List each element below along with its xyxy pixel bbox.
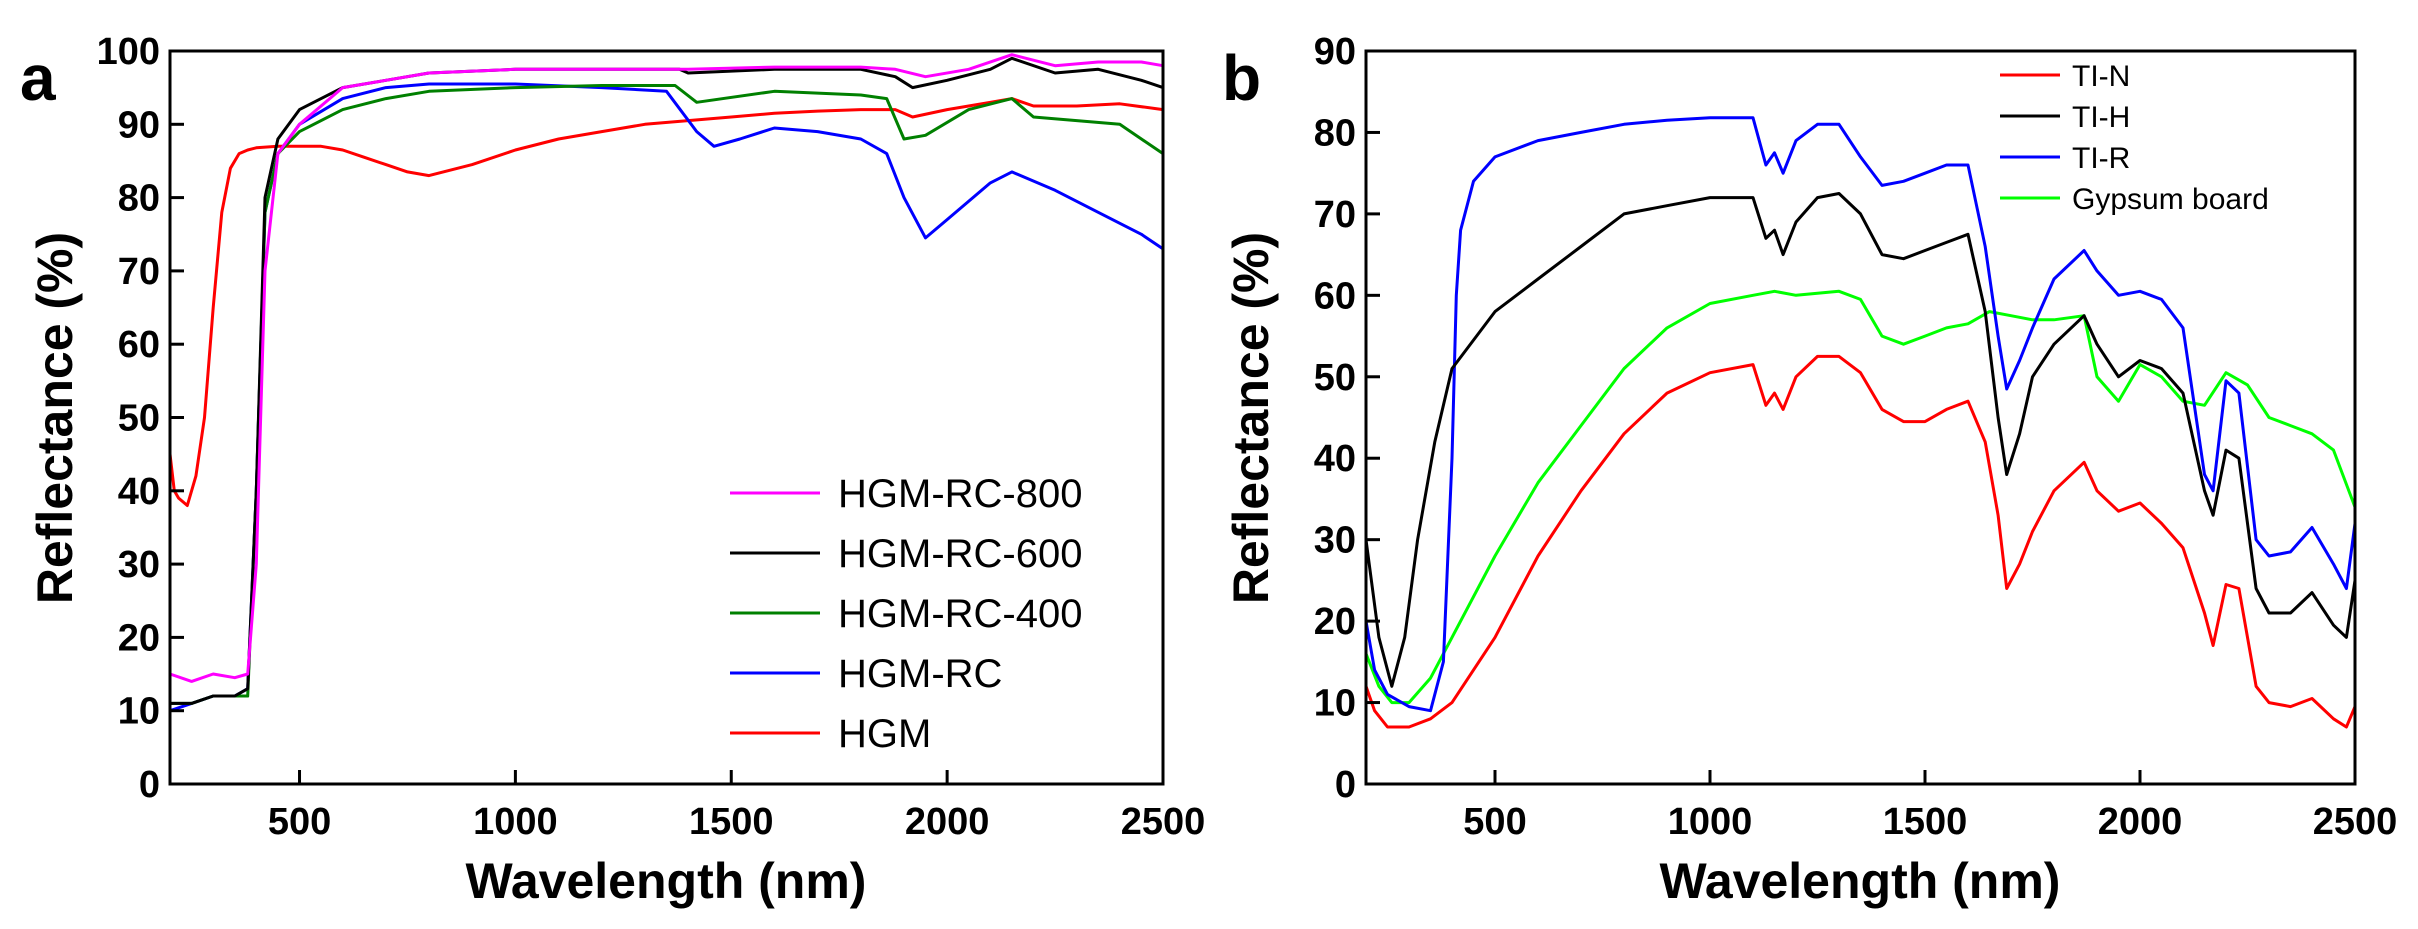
y-tick-label: 100 bbox=[97, 31, 160, 73]
panel-b-series-group bbox=[1364, 116, 2357, 729]
x-tick-label: 1000 bbox=[473, 801, 558, 843]
panel-b-legend: TI-N TI-H TI-R Gypsum board bbox=[2000, 60, 2269, 216]
y-tick-label: 50 bbox=[118, 398, 160, 440]
y-tick-label: 40 bbox=[118, 471, 160, 513]
x-tick-label: 2000 bbox=[2098, 801, 2183, 843]
y-tick-label: 90 bbox=[1314, 31, 1356, 73]
series-line-hgm bbox=[168, 97, 1164, 507]
y-tick-label: 50 bbox=[1314, 357, 1356, 399]
y-tick-label: 20 bbox=[1314, 601, 1356, 643]
y-tick-label: 20 bbox=[118, 617, 160, 659]
panel-b-x-ticks: 500 1000 1500 2000 2500 bbox=[1463, 770, 2397, 843]
series-line-gypsum-board bbox=[1364, 289, 2357, 705]
panel-a-y-axis-title: Reflectance (%) bbox=[27, 232, 83, 604]
legend-label: TI-R bbox=[2072, 142, 2130, 175]
x-tick-label: 2500 bbox=[2313, 801, 2398, 843]
panel-b-y-axis-title: Reflectance (%) bbox=[1223, 232, 1279, 604]
y-tick-label: 60 bbox=[1314, 275, 1356, 317]
x-tick-label: 2000 bbox=[905, 801, 990, 843]
y-tick-label: 40 bbox=[1314, 438, 1356, 480]
legend-label: HGM-RC-400 bbox=[838, 592, 1082, 636]
panel-b-x-axis-title: Wavelength (nm) bbox=[1660, 853, 2061, 909]
panel-a-series-group bbox=[168, 53, 1164, 713]
series-line-ti-h bbox=[1364, 192, 2357, 688]
legend-label: Gypsum board bbox=[2072, 183, 2269, 216]
y-tick-label: 60 bbox=[118, 324, 160, 366]
y-tick-label: 90 bbox=[118, 104, 160, 146]
y-tick-label: 80 bbox=[1314, 112, 1356, 154]
x-tick-label: 1500 bbox=[1883, 801, 1968, 843]
panel-b-y-ticks: 0 10 20 30 40 50 60 70 80 90 bbox=[1314, 31, 1380, 806]
x-tick-label: 1000 bbox=[1668, 801, 1753, 843]
panel-b-label: b bbox=[1222, 42, 1261, 114]
y-tick-label: 0 bbox=[139, 764, 160, 806]
y-tick-label: 80 bbox=[118, 178, 160, 220]
legend-label: HGM-RC bbox=[838, 652, 1002, 696]
legend-label: HGM-RC-800 bbox=[838, 472, 1082, 516]
legend-label: HGM bbox=[838, 712, 931, 756]
panel-a-plot-frame bbox=[168, 49, 1165, 786]
y-tick-label: 0 bbox=[1335, 764, 1356, 806]
panel-a-y-ticks: 0 10 20 30 40 50 60 70 80 90 100 bbox=[97, 31, 184, 806]
panel-a: a 0 10 20 30 40 50 60 70 80 90 100 500 1000 1500 2000… bbox=[20, 31, 1205, 909]
x-tick-label: 500 bbox=[268, 801, 331, 843]
series-line-ti-r bbox=[1364, 116, 2357, 713]
panel-a-label: a bbox=[20, 42, 56, 114]
legend-label: HGM-RC-600 bbox=[838, 532, 1082, 576]
panel-b: b 0 10 20 30 40 50 60 70 80 90 500 1000 1500 2000 250… bbox=[1222, 31, 2397, 909]
y-tick-label: 10 bbox=[1314, 683, 1356, 725]
y-tick-label: 10 bbox=[118, 691, 160, 733]
panel-a-x-ticks: 500 1000 1500 2000 2500 bbox=[268, 770, 1205, 843]
x-tick-label: 500 bbox=[1463, 801, 1526, 843]
x-tick-label: 2500 bbox=[1121, 801, 1206, 843]
legend-label: TI-N bbox=[2072, 60, 2130, 93]
panel-a-legend: HGM-RC-800 HGM-RC-600 HGM-RC-400 HGM-RC HGM bbox=[730, 472, 1082, 756]
y-tick-label: 70 bbox=[1314, 194, 1356, 236]
legend-label: TI-H bbox=[2072, 101, 2130, 134]
x-tick-label: 1500 bbox=[689, 801, 774, 843]
series-line-hgm-rc-800 bbox=[169, 53, 1164, 683]
panel-b-plot-frame bbox=[1364, 49, 2357, 786]
y-tick-label: 30 bbox=[1314, 520, 1356, 562]
series-line-ti-n bbox=[1364, 354, 2357, 729]
y-tick-label: 70 bbox=[118, 251, 160, 293]
panel-a-x-axis-title: Wavelength (nm) bbox=[466, 853, 867, 909]
y-tick-label: 30 bbox=[118, 544, 160, 586]
